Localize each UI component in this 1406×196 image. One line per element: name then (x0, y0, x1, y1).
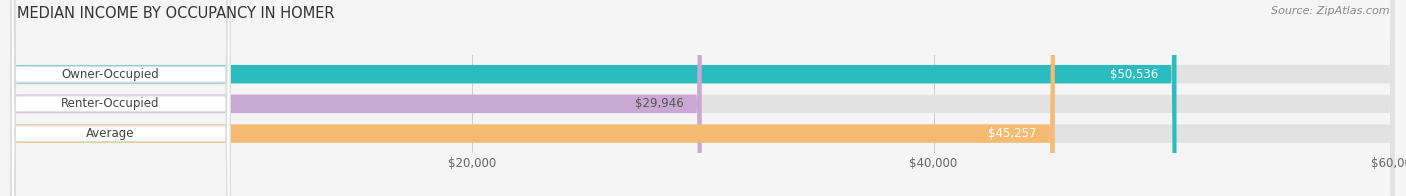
FancyBboxPatch shape (11, 0, 1395, 196)
FancyBboxPatch shape (11, 0, 1177, 196)
FancyBboxPatch shape (11, 0, 231, 196)
Text: Source: ZipAtlas.com: Source: ZipAtlas.com (1271, 6, 1389, 16)
Text: $45,257: $45,257 (988, 127, 1036, 140)
FancyBboxPatch shape (11, 0, 1054, 196)
Text: Renter-Occupied: Renter-Occupied (60, 97, 159, 110)
Text: Owner-Occupied: Owner-Occupied (60, 68, 159, 81)
FancyBboxPatch shape (11, 0, 1395, 196)
Text: MEDIAN INCOME BY OCCUPANCY IN HOMER: MEDIAN INCOME BY OCCUPANCY IN HOMER (17, 6, 335, 21)
Text: $29,946: $29,946 (634, 97, 683, 110)
FancyBboxPatch shape (11, 0, 1395, 196)
FancyBboxPatch shape (11, 0, 231, 196)
Text: $50,536: $50,536 (1109, 68, 1159, 81)
FancyBboxPatch shape (11, 0, 231, 196)
FancyBboxPatch shape (11, 0, 702, 196)
Text: Average: Average (86, 127, 134, 140)
